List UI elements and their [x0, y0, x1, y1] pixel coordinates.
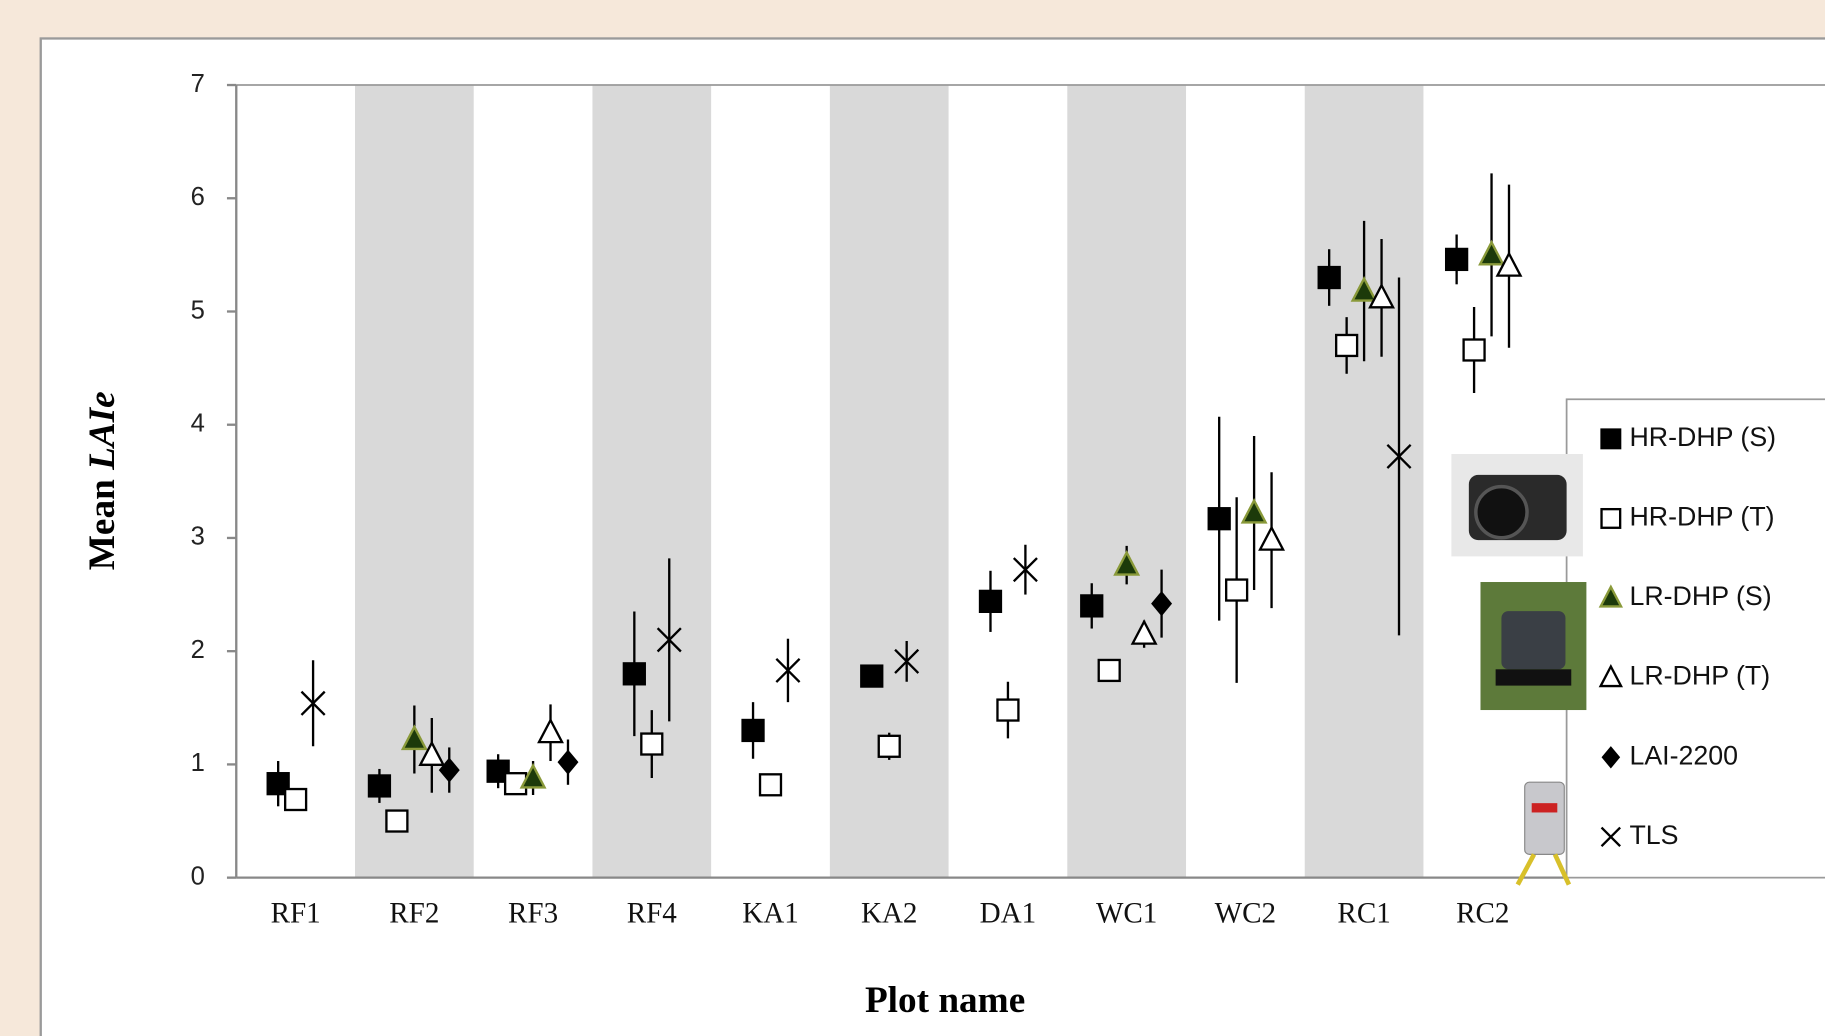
marker-cross — [656, 627, 682, 653]
camera-base — [1495, 669, 1572, 686]
legend-marker — [1601, 746, 1621, 769]
marker-square — [860, 664, 884, 688]
marker-cross — [894, 648, 920, 674]
x-tick-label: WC1 — [1096, 898, 1157, 930]
marker-square — [385, 809, 409, 833]
marker-triangle — [1240, 497, 1268, 524]
y-tick-label: 6 — [191, 183, 205, 211]
scanner-body — [1524, 781, 1565, 855]
tripod-leg — [1515, 853, 1537, 886]
y-tick-label: 7 — [191, 70, 205, 98]
marker-triangle — [1495, 251, 1523, 277]
marker-triangle — [400, 724, 428, 751]
legend-label: HR-DHP (T) — [1629, 502, 1774, 532]
small-camera-photo — [1480, 582, 1587, 711]
marker-square — [283, 787, 308, 812]
legend-marker — [1598, 664, 1624, 688]
y-tick-label: 2 — [191, 636, 205, 664]
legend-label: LR-DHP (T) — [1629, 661, 1770, 691]
camera-body — [1501, 611, 1566, 670]
marker-square — [1207, 507, 1231, 531]
marker-square — [741, 718, 765, 743]
plot-area: 0 1 2 3 4 5 6 7 RF1 RF2 RF3 RF4 KA1 KA2 DA1 WC1 WC2 RC1 RC… — [191, 70, 1825, 930]
marker-square — [486, 759, 510, 783]
marker-square — [1444, 247, 1469, 272]
band-shading — [1067, 85, 1187, 878]
legend-marker — [1600, 428, 1622, 450]
camera-photo — [1451, 453, 1583, 557]
y-tick-label: 3 — [191, 523, 205, 551]
legend-marker — [1600, 826, 1621, 848]
marker-square — [367, 774, 392, 798]
tripod-leg — [1552, 853, 1572, 886]
marker-square — [266, 772, 290, 796]
x-tick-label: KA1 — [742, 898, 799, 930]
camera-lens — [1474, 484, 1529, 540]
y-tick-label: 0 — [191, 862, 205, 890]
marker-triangle — [1258, 525, 1286, 551]
legend-label: HR-DHP (S) — [1629, 422, 1776, 452]
marker-square — [1317, 265, 1341, 290]
legend: HR-DHP (S) HR-DHP (T) LR-DHP (S) LR-DHP (T)… — [1598, 422, 1776, 850]
marker-square — [996, 698, 1020, 722]
marker-triangle — [1130, 619, 1158, 645]
marker-square — [640, 732, 664, 756]
x-tick-label: DA1 — [980, 898, 1037, 930]
marker-square — [1225, 578, 1249, 602]
legend-label: LAI-2200 — [1629, 740, 1738, 770]
marker-triangle — [519, 762, 547, 789]
legend-box — [1565, 398, 1825, 879]
legend-label: TLS — [1629, 820, 1678, 850]
marker-triangle — [1113, 550, 1141, 576]
marker-triangle — [1350, 276, 1378, 302]
legend-label: LR-DHP (S) — [1629, 581, 1771, 611]
x-tick-label: KA2 — [861, 898, 918, 930]
x-tick-label: RC2 — [1456, 898, 1509, 930]
y-axis-title-part: LAIe — [81, 391, 122, 471]
marker-square — [1080, 594, 1104, 618]
marker-square — [978, 589, 1003, 614]
y-tick-label: 5 — [191, 296, 205, 324]
y-tick-label: 4 — [191, 409, 205, 437]
x-tick-label: RF3 — [508, 898, 558, 930]
scanner-photo — [1515, 781, 1572, 886]
x-tick-label: WC2 — [1215, 898, 1276, 930]
y-axis-title: Mean LAIe — [81, 391, 122, 570]
marker-cross — [775, 657, 801, 683]
marker-triangle — [1478, 239, 1505, 266]
marker-square — [622, 662, 646, 686]
x-tick-label: RF1 — [271, 898, 321, 930]
band-shading — [1304, 85, 1424, 878]
marker-triangle — [537, 717, 564, 744]
y-axis-title-part: Mean — [81, 479, 122, 570]
marker-square — [1097, 658, 1121, 683]
x-tick-label: RF4 — [627, 898, 678, 930]
marker-square — [758, 773, 783, 797]
marker-square — [1462, 338, 1486, 362]
marker-cross — [300, 690, 326, 716]
legend-marker — [1598, 584, 1624, 608]
scanner-stripe — [1531, 803, 1558, 813]
legend-marker — [1600, 507, 1622, 529]
marker-cross — [1012, 557, 1038, 583]
marker-cross — [1386, 443, 1412, 469]
x-axis-title: Plot name — [865, 980, 1025, 1021]
marker-triangle — [1368, 282, 1395, 309]
x-tick-label: RC1 — [1337, 898, 1390, 930]
marker-square — [877, 734, 901, 758]
x-tick-label: RF2 — [389, 898, 439, 930]
y-tick-label: 1 — [191, 749, 205, 777]
marker-triangle — [418, 740, 446, 766]
marker-square — [1334, 333, 1359, 358]
